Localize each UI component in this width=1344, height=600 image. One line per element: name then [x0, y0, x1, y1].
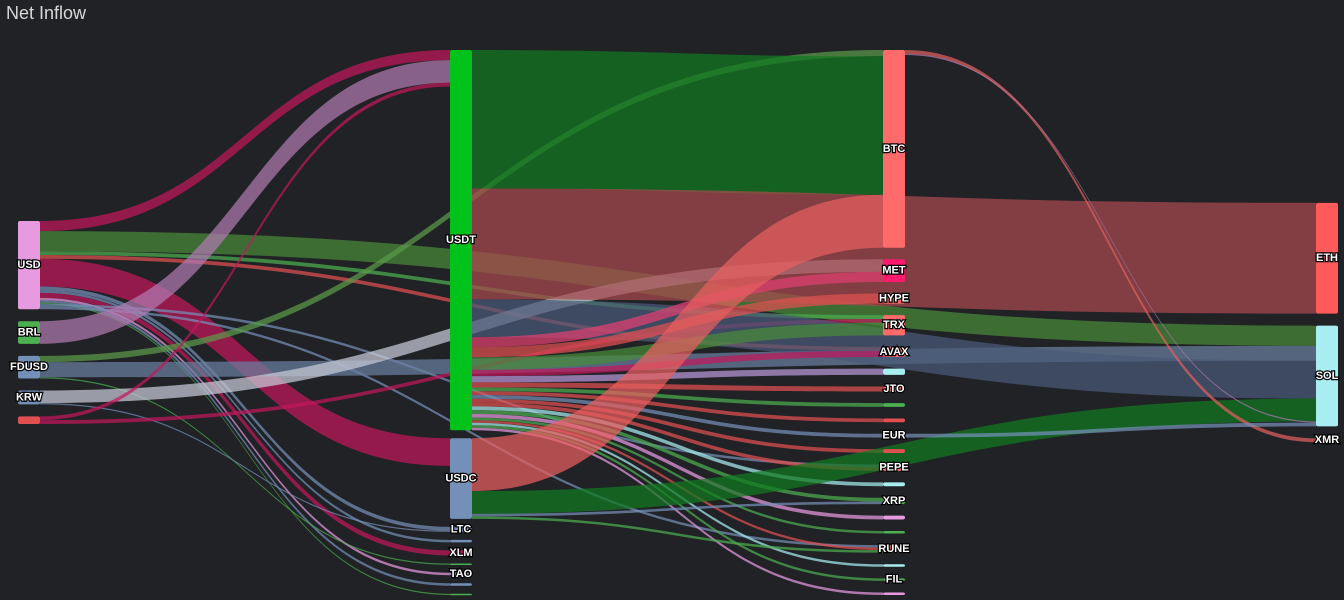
node — [1316, 438, 1338, 443]
node — [450, 593, 472, 596]
link — [472, 410, 883, 502]
link — [40, 82, 450, 421]
node-label: TAO — [450, 568, 473, 580]
node-label: LTC — [451, 523, 472, 535]
node-label: ETH — [1316, 252, 1338, 264]
node — [883, 482, 905, 487]
labels: USD BRL FDUSD KRW USDT USDC LTC XLM TAO BTC MET HYP… — [9, 142, 1341, 587]
nodes — [18, 50, 1338, 596]
node — [883, 259, 905, 282]
link — [905, 50, 1316, 443]
link — [905, 422, 1316, 438]
link — [472, 50, 883, 195]
node — [450, 526, 472, 532]
link — [40, 403, 450, 532]
node — [18, 355, 40, 379]
node — [883, 545, 905, 553]
node-label: SOL — [1316, 370, 1339, 382]
link — [40, 60, 450, 344]
link — [905, 53, 1316, 423]
node — [883, 578, 905, 581]
node — [450, 583, 472, 586]
link — [472, 402, 883, 471]
node-label: USD — [17, 259, 40, 271]
link — [40, 286, 450, 531]
link — [472, 391, 883, 423]
node — [883, 449, 905, 453]
link — [472, 188, 1316, 314]
node-label: XRP — [883, 495, 906, 507]
link — [40, 297, 450, 576]
node-label: PEPE — [879, 462, 908, 474]
link — [472, 398, 883, 453]
node-label: TRX — [883, 319, 906, 331]
node — [883, 497, 905, 505]
node-label: FDUSD — [10, 361, 48, 373]
link — [472, 194, 883, 492]
node — [450, 572, 472, 576]
node — [450, 438, 472, 519]
link — [40, 300, 450, 586]
node-label: MET — [882, 265, 906, 277]
node-label: BRL — [18, 326, 41, 338]
node — [18, 390, 40, 405]
node-label: AVAX — [880, 346, 910, 358]
node — [18, 221, 40, 310]
node-label: XMR — [1315, 434, 1340, 446]
link — [40, 377, 450, 565]
link — [472, 387, 883, 407]
link — [472, 382, 883, 392]
node — [450, 539, 472, 543]
node — [883, 368, 905, 375]
link — [472, 398, 1316, 514]
node — [1316, 325, 1338, 427]
link — [472, 417, 883, 534]
node-label: XLM — [449, 547, 472, 559]
link — [40, 50, 450, 232]
node — [883, 386, 905, 392]
node-label: RUNE — [878, 543, 909, 555]
node — [883, 346, 905, 357]
link — [472, 395, 883, 438]
node — [883, 403, 905, 407]
link — [472, 501, 883, 517]
node — [883, 531, 905, 534]
node — [18, 321, 40, 344]
node — [883, 464, 905, 471]
link — [40, 292, 450, 556]
link — [472, 516, 883, 553]
link — [472, 413, 883, 520]
link — [472, 406, 883, 487]
node — [883, 515, 905, 520]
node-label: BTC — [883, 143, 906, 155]
link — [40, 302, 450, 595]
node-label: HYPE — [879, 292, 909, 304]
node — [450, 50, 472, 431]
node — [450, 550, 472, 556]
node — [1316, 202, 1338, 314]
node-label: USDC — [445, 472, 476, 484]
link — [472, 368, 883, 383]
node — [450, 563, 472, 565]
node — [883, 418, 905, 423]
node-label: USDT — [446, 234, 476, 246]
node — [883, 564, 905, 567]
node — [883, 592, 905, 595]
node-label: JTO — [883, 383, 905, 395]
node — [883, 50, 905, 248]
node — [18, 416, 40, 424]
link — [472, 271, 883, 348]
node — [883, 293, 905, 304]
node-label: KRW — [16, 391, 43, 403]
chart-title: Net Inflow — [6, 3, 87, 23]
node-label: FIL — [886, 574, 903, 586]
link — [472, 427, 883, 595]
node-label: EUR — [882, 430, 905, 442]
node — [883, 315, 905, 336]
node — [883, 433, 905, 438]
link — [40, 290, 450, 543]
